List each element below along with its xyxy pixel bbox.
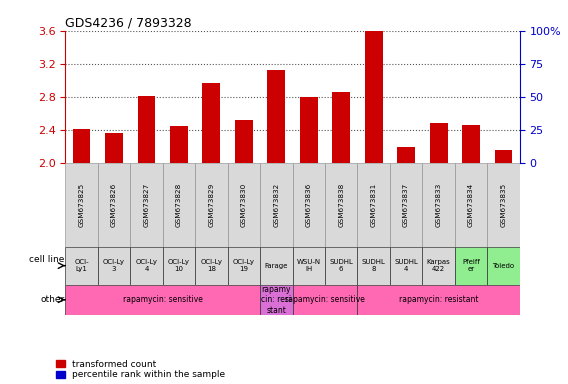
- Text: GSM673832: GSM673832: [273, 183, 279, 227]
- Text: GSM673829: GSM673829: [208, 183, 214, 227]
- FancyBboxPatch shape: [162, 247, 195, 285]
- FancyBboxPatch shape: [65, 247, 98, 285]
- Text: SUDHL
8: SUDHL 8: [362, 259, 386, 272]
- Text: Karpas
422: Karpas 422: [427, 259, 450, 272]
- Text: rapamycin: sensitive: rapamycin: sensitive: [123, 295, 203, 304]
- FancyBboxPatch shape: [98, 247, 130, 285]
- Bar: [462, 125, 480, 163]
- FancyBboxPatch shape: [65, 285, 260, 315]
- Bar: [365, 31, 383, 163]
- Bar: [495, 150, 512, 163]
- Bar: [397, 147, 415, 163]
- Text: GSM673828: GSM673828: [176, 183, 182, 227]
- Text: GSM673833: GSM673833: [436, 183, 441, 227]
- Bar: [170, 126, 188, 163]
- Bar: [332, 92, 350, 163]
- FancyBboxPatch shape: [228, 247, 260, 285]
- Text: WSU-N
IH: WSU-N IH: [296, 259, 321, 272]
- Bar: [268, 70, 285, 163]
- FancyBboxPatch shape: [487, 163, 520, 247]
- FancyBboxPatch shape: [293, 163, 325, 247]
- FancyBboxPatch shape: [293, 247, 325, 285]
- Text: rapamycin: sensitive: rapamycin: sensitive: [285, 295, 365, 304]
- FancyBboxPatch shape: [293, 285, 357, 315]
- FancyBboxPatch shape: [260, 285, 293, 315]
- Bar: [300, 97, 318, 163]
- FancyBboxPatch shape: [228, 163, 260, 247]
- FancyBboxPatch shape: [423, 163, 455, 247]
- Text: other: other: [40, 295, 65, 304]
- Text: Toledo: Toledo: [492, 263, 515, 269]
- Text: GSM673835: GSM673835: [500, 183, 507, 227]
- Text: GSM673836: GSM673836: [306, 183, 312, 227]
- Text: OCI-Ly
19: OCI-Ly 19: [233, 259, 255, 272]
- FancyBboxPatch shape: [130, 247, 162, 285]
- FancyBboxPatch shape: [65, 163, 98, 247]
- FancyBboxPatch shape: [357, 247, 390, 285]
- FancyBboxPatch shape: [487, 247, 520, 285]
- FancyBboxPatch shape: [325, 163, 357, 247]
- Text: GSM673834: GSM673834: [468, 183, 474, 227]
- Text: Farage: Farage: [265, 263, 288, 269]
- FancyBboxPatch shape: [130, 163, 162, 247]
- FancyBboxPatch shape: [195, 247, 228, 285]
- Text: GSM673837: GSM673837: [403, 183, 409, 227]
- FancyBboxPatch shape: [455, 163, 487, 247]
- Bar: [429, 123, 448, 163]
- FancyBboxPatch shape: [357, 163, 390, 247]
- FancyBboxPatch shape: [260, 247, 293, 285]
- Bar: [105, 132, 123, 163]
- Text: GSM673831: GSM673831: [371, 183, 377, 227]
- Text: GSM673827: GSM673827: [144, 183, 149, 227]
- Text: GSM673826: GSM673826: [111, 183, 117, 227]
- FancyBboxPatch shape: [357, 285, 520, 315]
- Text: GDS4236 / 7893328: GDS4236 / 7893328: [65, 17, 192, 30]
- Text: OCI-
Ly1: OCI- Ly1: [74, 259, 89, 272]
- Text: Pfeiff
er: Pfeiff er: [462, 259, 480, 272]
- FancyBboxPatch shape: [455, 247, 487, 285]
- Bar: [235, 120, 253, 163]
- FancyBboxPatch shape: [325, 247, 357, 285]
- Text: GSM673825: GSM673825: [78, 183, 85, 227]
- FancyBboxPatch shape: [195, 163, 228, 247]
- FancyBboxPatch shape: [390, 247, 423, 285]
- Text: OCI-Ly
18: OCI-Ly 18: [201, 259, 223, 272]
- Text: cell line: cell line: [30, 255, 65, 265]
- Text: OCI-Ly
4: OCI-Ly 4: [135, 259, 157, 272]
- Bar: [73, 129, 90, 163]
- Bar: [202, 83, 220, 163]
- Text: OCI-Ly
3: OCI-Ly 3: [103, 259, 125, 272]
- Bar: [137, 96, 156, 163]
- Legend: transformed count, percentile rank within the sample: transformed count, percentile rank withi…: [56, 360, 225, 379]
- Text: rapamycin: resistant: rapamycin: resistant: [399, 295, 478, 304]
- Text: OCI-Ly
10: OCI-Ly 10: [168, 259, 190, 272]
- Text: SUDHL
6: SUDHL 6: [329, 259, 353, 272]
- Text: rapamy
cin: resi
stant: rapamy cin: resi stant: [261, 285, 291, 314]
- FancyBboxPatch shape: [260, 163, 293, 247]
- Text: GSM673838: GSM673838: [338, 183, 344, 227]
- FancyBboxPatch shape: [390, 163, 423, 247]
- FancyBboxPatch shape: [162, 163, 195, 247]
- FancyBboxPatch shape: [423, 247, 455, 285]
- Text: GSM673830: GSM673830: [241, 183, 247, 227]
- Text: SUDHL
4: SUDHL 4: [394, 259, 418, 272]
- FancyBboxPatch shape: [98, 163, 130, 247]
